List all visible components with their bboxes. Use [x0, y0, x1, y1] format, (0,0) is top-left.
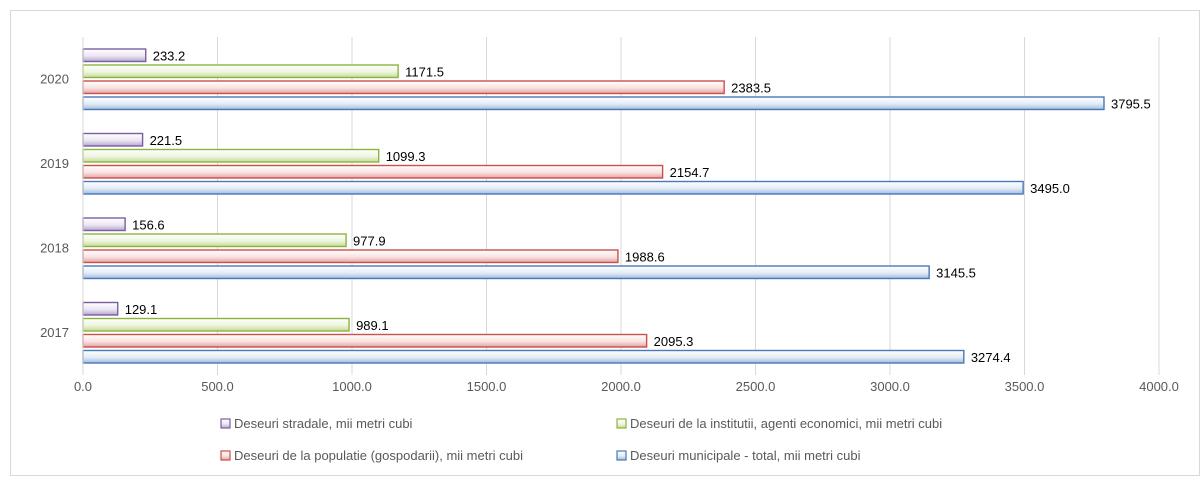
bar [82, 217, 126, 232]
category-axis: 2017 2018 2019 2020 [40, 37, 84, 375]
legend-item: Deseuri de la populatie (gospodarii), mi… [220, 448, 523, 463]
data-label: 1171.5 [405, 65, 444, 80]
bar [82, 317, 350, 332]
legend-swatch [220, 450, 231, 461]
chart-frame: 129.1 989.1 2095.3 3274.4 156.6 977.9 1988.6 31… [10, 10, 1200, 476]
value-axis: 0.0 500.0 1000.0 1500.0 2000.0 2500.0 3000.0 35… [74, 379, 1179, 394]
legend-label: Deseuri de la institutii, agenti economi… [630, 416, 942, 431]
legend-label: Deseuri stradale, mii metri cubi [234, 416, 413, 431]
legend: Deseuri stradale, mii metri cubi Deseuri … [220, 416, 942, 463]
bar [82, 164, 664, 179]
data-label: 2154.7 [670, 165, 710, 180]
x-tick-label: 4000.0 [1139, 379, 1179, 394]
data-label: 2095.3 [654, 334, 694, 349]
data-label: 221.5 [150, 133, 183, 148]
data-label: 977.9 [353, 234, 386, 249]
data-labels: 129.1 989.1 2095.3 3274.4 156.6 977.9 1988.6 31… [125, 49, 1151, 366]
bar [82, 233, 347, 248]
data-label: 989.1 [356, 318, 389, 333]
legend-swatch [616, 450, 627, 461]
bar [82, 132, 144, 147]
y-tick-label: 2018 [40, 240, 69, 255]
y-tick-label: 2020 [40, 71, 69, 86]
legend-label: Deseuri de la populatie (gospodarii), mi… [234, 448, 523, 463]
data-label: 3145.5 [936, 266, 976, 281]
data-label: 1988.6 [625, 250, 665, 265]
bar [82, 48, 147, 63]
legend-item: Deseuri municipale - total, mii metri cu… [616, 448, 861, 463]
bar [82, 333, 648, 348]
x-tick-label: 1000.0 [332, 379, 372, 394]
data-label: 1099.3 [386, 149, 426, 164]
legend-swatch [220, 418, 231, 429]
data-label: 3795.5 [1111, 97, 1151, 112]
y-tick-label: 2017 [40, 325, 69, 340]
x-tick-label: 2500.0 [736, 379, 776, 394]
data-label: 233.2 [153, 49, 186, 64]
bar-chart: 129.1 989.1 2095.3 3274.4 156.6 977.9 1988.6 31… [40, 37, 1179, 463]
legend-label: Deseuri municipale - total, mii metri cu… [630, 448, 861, 463]
data-label: 2383.5 [731, 81, 771, 96]
x-tick-label: 2000.0 [601, 379, 641, 394]
x-tick-label: 0.0 [74, 379, 92, 394]
bar [82, 64, 399, 79]
x-tick-label: 500.0 [201, 379, 234, 394]
x-tick-label: 3500.0 [1005, 379, 1045, 394]
bar [82, 180, 1024, 195]
bar [82, 80, 725, 95]
data-label: 3274.4 [971, 350, 1011, 365]
legend-swatch [616, 418, 627, 429]
data-label: 129.1 [125, 302, 158, 317]
bar [82, 301, 119, 316]
bar [82, 96, 1105, 111]
legend-item: Deseuri stradale, mii metri cubi [220, 416, 413, 431]
bar [82, 349, 965, 364]
y-tick-label: 2019 [40, 156, 69, 171]
bars [82, 48, 1105, 364]
x-tick-label: 1500.0 [467, 379, 507, 394]
data-label: 3495.0 [1030, 181, 1070, 196]
bar [82, 148, 380, 163]
data-label: 156.6 [132, 218, 165, 233]
x-tick-label: 3000.0 [870, 379, 910, 394]
bar [82, 265, 930, 280]
legend-item: Deseuri de la institutii, agenti economi… [616, 416, 942, 431]
bar [82, 249, 619, 264]
